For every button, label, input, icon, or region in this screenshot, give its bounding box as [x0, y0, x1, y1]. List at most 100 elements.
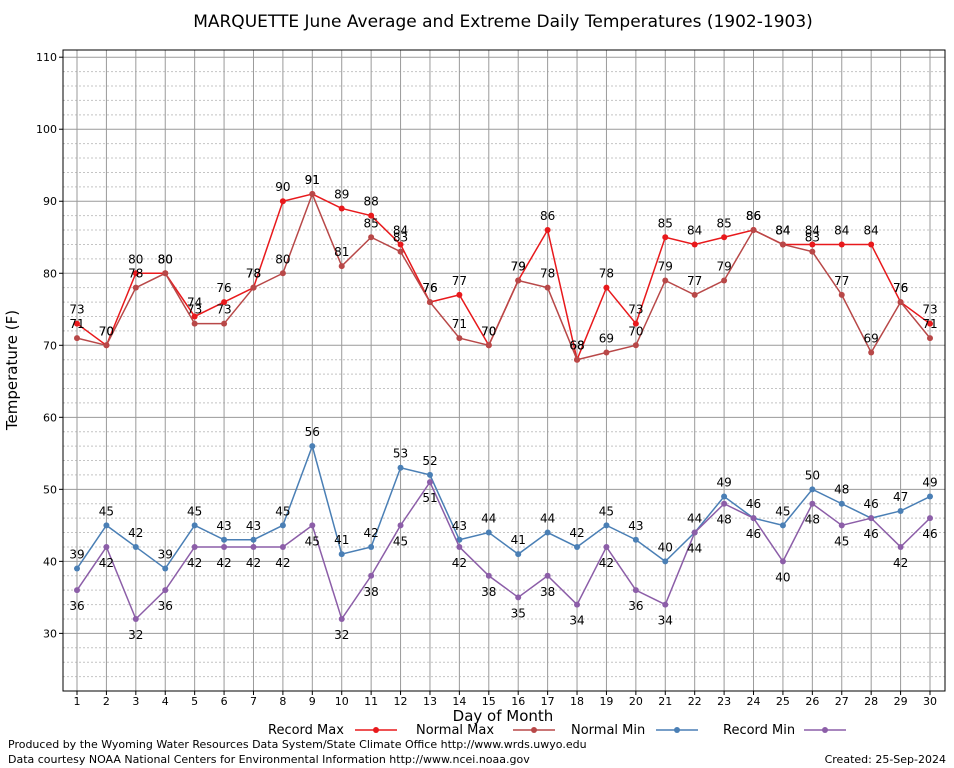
data-point [544, 227, 551, 234]
data-point [279, 270, 286, 277]
data-point [544, 572, 551, 579]
data-point [103, 342, 110, 349]
data-label: 84 [393, 223, 408, 237]
data-label: 46 [746, 527, 761, 541]
data-point [250, 536, 257, 543]
data-point [927, 335, 933, 342]
series-layer: 73 70 80 80 74 76 78 90 91 89 88 84 76 77 70 79 86 68 78 73… [69, 173, 937, 642]
data-label: 38 [540, 585, 555, 599]
data-label: 90 [275, 180, 290, 194]
grid [63, 50, 945, 692]
data-label: 91 [305, 173, 320, 187]
data-point [132, 284, 139, 291]
data-label: 85 [658, 216, 673, 230]
data-label: 42 [99, 556, 114, 570]
data-label: 41 [334, 533, 349, 547]
data-label: 42 [246, 556, 261, 570]
x-tick-label: 6 [221, 695, 228, 708]
data-point [721, 493, 728, 500]
data-label: 46 [864, 527, 879, 541]
data-label: 52 [422, 454, 437, 468]
data-point [515, 551, 522, 558]
data-point [515, 594, 522, 601]
data-label: 77 [834, 274, 849, 288]
data-label: 51 [422, 491, 437, 505]
data-point [74, 320, 80, 327]
data-label: 79 [716, 259, 731, 273]
data-point [221, 320, 228, 327]
data-point [897, 299, 904, 306]
data-label: 68 [569, 339, 584, 353]
x-tick-label: 26 [805, 695, 819, 708]
x-tick-label: 1 [74, 695, 81, 708]
data-label: 77 [452, 274, 467, 288]
x-tick-label: 25 [776, 695, 790, 708]
footer-data-courtesy: Data courtesy NOAA National Centers for … [8, 753, 530, 766]
data-label: 48 [834, 483, 849, 497]
data-point [279, 522, 286, 529]
data-label: 70 [628, 324, 643, 338]
data-point [691, 291, 698, 298]
y-tick-label: 70 [43, 339, 57, 352]
data-point [721, 234, 728, 241]
y-tick-label: 30 [43, 627, 57, 640]
data-label: 42 [599, 556, 614, 570]
data-label: 36 [628, 599, 643, 613]
x-tick-label: 2 [103, 695, 110, 708]
data-point [485, 529, 492, 536]
data-point [927, 515, 933, 522]
data-label: 76 [216, 281, 231, 295]
data-label: 79 [511, 259, 526, 273]
data-point [603, 284, 610, 291]
data-label: 36 [158, 599, 173, 613]
data-label: 49 [716, 476, 731, 490]
data-point [132, 270, 139, 277]
data-label: 78 [540, 267, 555, 281]
legend-marker [674, 727, 680, 733]
data-label: 73 [922, 303, 937, 317]
data-label: 42 [275, 556, 290, 570]
data-point [603, 522, 610, 529]
data-label: 76 [422, 281, 437, 295]
data-label: 39 [158, 548, 173, 562]
data-label: 73 [216, 303, 231, 317]
data-point [397, 248, 404, 255]
y-tick-label: 90 [43, 195, 57, 208]
data-point [662, 277, 669, 284]
data-label: 43 [216, 519, 231, 533]
data-point [191, 522, 198, 529]
data-point [221, 536, 228, 543]
data-point [250, 284, 257, 291]
data-label: 71 [922, 317, 937, 331]
data-point [74, 565, 80, 572]
y-tick-label: 50 [43, 483, 57, 496]
data-point [279, 198, 286, 205]
data-label: 46 [922, 527, 937, 541]
data-label: 32 [334, 628, 349, 642]
data-label: 45 [599, 504, 614, 518]
data-label: 45 [775, 504, 790, 518]
data-point [338, 205, 345, 212]
data-point [162, 565, 169, 572]
data-point [309, 191, 316, 198]
data-point [544, 284, 551, 291]
data-point [368, 212, 375, 219]
data-point [426, 479, 433, 486]
data-label: 42 [216, 556, 231, 570]
data-point [603, 349, 610, 356]
x-tick-label: 8 [279, 695, 286, 708]
footer-created: Created: 25-Sep-2024 [824, 753, 946, 766]
data-label: 71 [69, 317, 84, 331]
data-point [74, 335, 80, 342]
data-label: 44 [540, 512, 555, 526]
data-label: 78 [128, 267, 143, 281]
data-label: 84 [834, 223, 849, 237]
data-point [838, 500, 845, 507]
data-label: 45 [393, 534, 408, 548]
data-point [515, 277, 522, 284]
data-point [132, 543, 139, 550]
data-label: 81 [334, 245, 349, 259]
data-point [544, 529, 551, 536]
x-tick-label: 29 [894, 695, 908, 708]
